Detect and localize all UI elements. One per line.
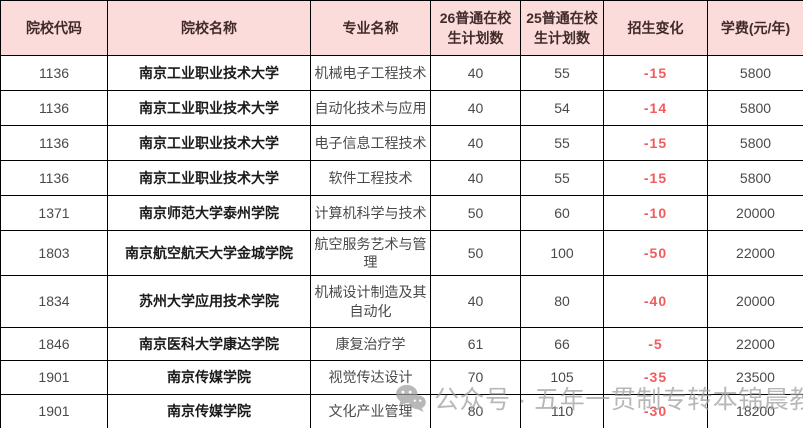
cell-tuition: 18200 — [707, 394, 803, 428]
cell-plan25: 55 — [520, 125, 604, 161]
cell-tuition: 23500 — [707, 360, 803, 395]
cell-plan25: 105 — [520, 360, 604, 395]
cell-major: 文化产业管理 — [310, 394, 431, 428]
cell-plan26: 40 — [430, 125, 521, 161]
cell-tuition: 5800 — [707, 160, 803, 196]
table-body: 1136 南京工业职业技术大学 机械电子工程技术 40 55 -15 5800 1136 南京工… — [0, 55, 803, 428]
cell-code: 1136 — [0, 90, 108, 126]
cell-school: 南京航空航天大学金城学院 — [107, 230, 311, 276]
cell-plan26: 50 — [430, 230, 521, 276]
cell-change: -15 — [603, 160, 708, 196]
table-row: 1371 南京师范大学泰州学院 计算机科学与技术 50 60 -10 20000 — [0, 195, 803, 231]
cell-plan26: 40 — [430, 160, 521, 196]
header-row: 院校代码 院校名称 专业名称 26普通在校生计划数 25普通在校生计划数 招生变化 学费(元… — [0, 0, 803, 56]
cell-plan25: 55 — [520, 55, 604, 91]
cell-plan25: 66 — [520, 327, 604, 361]
cell-code: 1371 — [0, 195, 108, 231]
cell-code: 1846 — [0, 327, 108, 361]
table-row: 1136 南京工业职业技术大学 电子信息工程技术 40 55 -15 5800 — [0, 125, 803, 161]
cell-change: -10 — [603, 195, 708, 231]
cell-tuition: 5800 — [707, 55, 803, 91]
column-header-major: 专业名称 — [310, 0, 431, 56]
cell-plan26: 40 — [430, 55, 521, 91]
table-row: 1803 南京航空航天大学金城学院 航空服务艺术与管理 50 100 -50 22000 — [0, 230, 803, 276]
cell-plan26: 80 — [430, 394, 521, 428]
cell-plan25: 80 — [520, 275, 604, 328]
cell-code: 1136 — [0, 160, 108, 196]
cell-change: -50 — [603, 230, 708, 276]
column-header-school: 院校名称 — [107, 0, 311, 56]
cell-school: 苏州大学应用技术学院 — [107, 275, 311, 328]
column-header-code: 院校代码 — [0, 0, 108, 56]
cell-school: 南京传媒学院 — [107, 360, 311, 395]
cell-plan25: 110 — [520, 394, 604, 428]
cell-code: 1901 — [0, 360, 108, 395]
cell-change: -5 — [603, 327, 708, 361]
table-row: 1136 南京工业职业技术大学 软件工程技术 40 55 -15 5800 — [0, 160, 803, 196]
cell-change: -40 — [603, 275, 708, 328]
cell-tuition: 22000 — [707, 327, 803, 361]
cell-school: 南京传媒学院 — [107, 394, 311, 428]
cell-school: 南京医科大学康达学院 — [107, 327, 311, 361]
cell-major: 机械设计制造及其自动化 — [310, 275, 431, 328]
cell-code: 1901 — [0, 394, 108, 428]
cell-major: 康复治疗学 — [310, 327, 431, 361]
table-row: 1901 南京传媒学院 视觉传达设计 70 105 -35 23500 — [0, 360, 803, 395]
cell-plan26: 40 — [430, 275, 521, 328]
cell-plan26: 50 — [430, 195, 521, 231]
cell-code: 1136 — [0, 125, 108, 161]
cell-plan26: 70 — [430, 360, 521, 395]
cell-major: 软件工程技术 — [310, 160, 431, 196]
cell-school: 南京工业职业技术大学 — [107, 160, 311, 196]
cell-major: 计算机科学与技术 — [310, 195, 431, 231]
cell-major: 自动化技术与应用 — [310, 90, 431, 126]
column-header-change: 招生变化 — [603, 0, 708, 56]
cell-plan25: 55 — [520, 160, 604, 196]
cell-plan26: 40 — [430, 90, 521, 126]
cell-plan25: 54 — [520, 90, 604, 126]
cell-change: -15 — [603, 55, 708, 91]
table-row: 1136 南京工业职业技术大学 机械电子工程技术 40 55 -15 5800 — [0, 55, 803, 91]
cell-school: 南京工业职业技术大学 — [107, 90, 311, 126]
cell-plan25: 60 — [520, 195, 604, 231]
cell-major: 航空服务艺术与管理 — [310, 230, 431, 276]
table-row: 1136 南京工业职业技术大学 自动化技术与应用 40 54 -14 5800 — [0, 90, 803, 126]
cell-major: 机械电子工程技术 — [310, 55, 431, 91]
table-row: 1834 苏州大学应用技术学院 机械设计制造及其自动化 40 80 -40 20000 — [0, 275, 803, 328]
cell-school: 南京工业职业技术大学 — [107, 55, 311, 91]
cell-tuition: 22000 — [707, 230, 803, 276]
column-header-plan25: 25普通在校生计划数 — [520, 0, 604, 56]
column-header-tuition: 学费(元/年) — [707, 0, 803, 56]
cell-tuition: 20000 — [707, 195, 803, 231]
cell-change: -15 — [603, 125, 708, 161]
cell-change: -30 — [603, 394, 708, 428]
table-row: 1846 南京医科大学康达学院 康复治疗学 61 66 -5 22000 — [0, 327, 803, 361]
cell-change: -35 — [603, 360, 708, 395]
cell-change: -14 — [603, 90, 708, 126]
cell-tuition: 5800 — [707, 90, 803, 126]
cell-plan25: 100 — [520, 230, 604, 276]
cell-tuition: 20000 — [707, 275, 803, 328]
cell-major: 电子信息工程技术 — [310, 125, 431, 161]
cell-school: 南京工业职业技术大学 — [107, 125, 311, 161]
cell-school: 南京师范大学泰州学院 — [107, 195, 311, 231]
table-row: 1901 南京传媒学院 文化产业管理 80 110 -30 18200 — [0, 394, 803, 428]
column-header-plan26: 26普通在校生计划数 — [430, 0, 521, 56]
cell-code: 1803 — [0, 230, 108, 276]
cell-major: 视觉传达设计 — [310, 360, 431, 395]
cell-plan26: 61 — [430, 327, 521, 361]
cell-code: 1136 — [0, 55, 108, 91]
cell-tuition: 5800 — [707, 125, 803, 161]
cell-code: 1834 — [0, 275, 108, 328]
